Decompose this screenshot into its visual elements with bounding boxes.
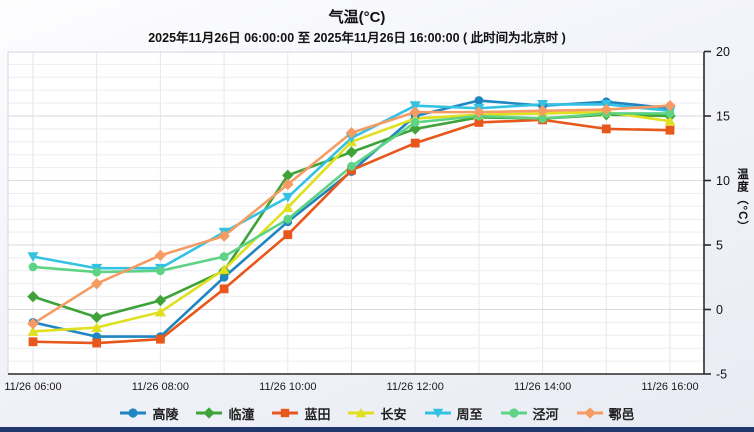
data-point[interactable]: [283, 230, 293, 240]
data-point[interactable]: [474, 118, 484, 127]
data-point[interactable]: [156, 266, 165, 276]
data-point[interactable]: [537, 99, 549, 110]
legend-marker-icon: [196, 407, 223, 419]
data-point[interactable]: [664, 99, 676, 112]
y-axis-tick-label: 15: [716, 110, 730, 124]
data-point[interactable]: [282, 178, 294, 191]
chart-subtitle: 2025年11月26日 06:00:00 至 2025年11月26日 16:00…: [148, 31, 566, 45]
legend-item-高陵[interactable]: 高陵: [119, 404, 178, 423]
data-point[interactable]: [27, 317, 39, 330]
legend-marker-icon: [500, 408, 527, 418]
legend-item-临潼[interactable]: 临潼: [195, 404, 254, 423]
data-point[interactable]: [219, 272, 229, 282]
data-point[interactable]: [282, 192, 294, 203]
data-point[interactable]: [665, 125, 675, 135]
data-point[interactable]: [282, 169, 294, 182]
data-point[interactable]: [28, 337, 38, 347]
legend-marker-icon: [348, 407, 375, 418]
chart-title: 气温(°C): [328, 9, 386, 26]
data-point[interactable]: [218, 264, 230, 274]
data-point[interactable]: [538, 114, 547, 123]
legend-marker-icon: [272, 408, 299, 418]
data-point[interactable]: [219, 252, 229, 262]
legend-label: 周至: [456, 406, 483, 422]
bottom-accent-bar: [0, 427, 754, 432]
x-axis-tick-label: 11/26 12:00: [387, 381, 444, 393]
data-point[interactable]: [665, 109, 675, 118]
data-point[interactable]: [92, 338, 102, 348]
legend-marker-icon: [576, 407, 603, 419]
data-point[interactable]: [345, 127, 358, 139]
data-point[interactable]: [27, 326, 39, 336]
chart-legend: 高陵 临潼 蓝田 长安 周至 泾河 鄠邑: [0, 401, 754, 425]
legend-item-长安[interactable]: 长安: [347, 404, 407, 423]
data-point[interactable]: [27, 252, 39, 262]
legend-label: 泾河: [532, 406, 559, 422]
data-point[interactable]: [409, 101, 421, 111]
data-point[interactable]: [218, 230, 230, 242]
y-axis-tick-label: 20: [716, 45, 730, 59]
plot-area: [8, 52, 704, 374]
data-point[interactable]: [410, 138, 420, 148]
data-point[interactable]: [90, 277, 103, 290]
y-axis-tick-label: 0: [716, 303, 723, 317]
data-point[interactable]: [347, 161, 356, 171]
legend-label: 长安: [380, 406, 407, 422]
data-point[interactable]: [410, 118, 420, 127]
data-point[interactable]: [219, 284, 229, 294]
legend-item-周至[interactable]: 周至: [424, 404, 483, 423]
x-axis-tick-label: 11/26 16:00: [641, 381, 698, 393]
legend-label: 高陵: [152, 406, 179, 422]
x-axis-tick-label: 11/26 06:00: [4, 381, 61, 393]
data-point[interactable]: [600, 103, 613, 116]
data-point[interactable]: [282, 202, 294, 212]
legend-marker-icon: [120, 408, 147, 418]
x-axis-tick-label: 11/26 10:00: [259, 381, 316, 393]
data-point[interactable]: [409, 123, 421, 135]
legend-label: 鄠邑: [608, 406, 635, 422]
data-point[interactable]: [90, 311, 103, 323]
data-point[interactable]: [154, 306, 166, 317]
legend-item-蓝田[interactable]: 蓝田: [271, 404, 330, 423]
data-point[interactable]: [664, 115, 676, 126]
x-axis-tick-label: 11/26 14:00: [514, 381, 571, 393]
legend-item-泾河[interactable]: 泾河: [500, 404, 559, 423]
data-point[interactable]: [601, 124, 611, 134]
y-axis-tick-label: 5: [716, 239, 723, 253]
x-axis-tick-label: 11/26 08:00: [132, 381, 189, 393]
legend-item-鄠邑[interactable]: 鄠邑: [576, 404, 635, 423]
data-point[interactable]: [154, 294, 167, 307]
data-point[interactable]: [474, 96, 484, 105]
data-point[interactable]: [92, 267, 102, 277]
legend-marker-icon: [424, 408, 451, 419]
data-point[interactable]: [536, 105, 549, 117]
y-axis-title: 温度（°C）: [736, 168, 748, 233]
data-point[interactable]: [473, 106, 485, 118]
data-point[interactable]: [91, 322, 103, 332]
data-point[interactable]: [156, 334, 165, 344]
legend-label: 临潼: [228, 406, 255, 422]
legend-label: 蓝田: [304, 406, 331, 422]
data-point[interactable]: [28, 262, 38, 272]
data-point[interactable]: [345, 146, 358, 158]
data-point[interactable]: [283, 214, 293, 224]
y-axis-tick-label: 10: [716, 174, 730, 188]
data-point[interactable]: [409, 106, 421, 118]
data-point[interactable]: [154, 249, 167, 262]
y-axis-tick-label: -5: [716, 368, 727, 382]
data-point[interactable]: [27, 290, 39, 303]
